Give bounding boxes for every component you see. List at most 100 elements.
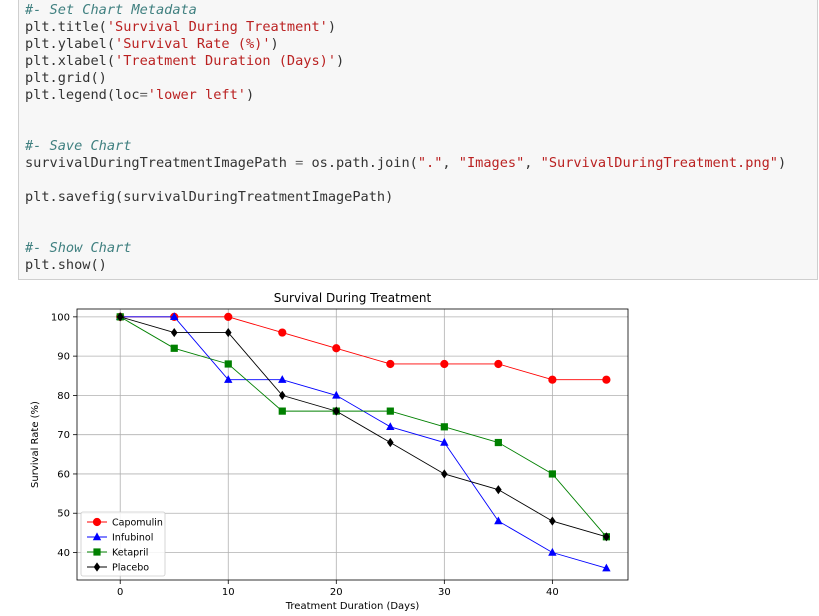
legend-label: Capomulin	[112, 518, 163, 529]
series-line	[120, 316, 607, 538]
data-point	[278, 328, 287, 337]
data-point	[224, 312, 233, 321]
legend-label: Ketapril	[112, 548, 148, 559]
code-line: survivalDuringTreatmentImagePath = os.pa…	[25, 155, 786, 172]
code-token: )	[336, 53, 345, 69]
data-point	[548, 470, 556, 478]
data-point	[440, 359, 449, 369]
code-line: plt.grid()	[25, 70, 786, 87]
code-line: #- Set Chart Metadata	[25, 2, 786, 19]
code-token: survivalDuringTreatmentImagePath	[25, 155, 296, 171]
x-tick-label: 40	[546, 587, 559, 598]
data-point	[440, 423, 448, 431]
code-line	[25, 172, 786, 189]
code-cell[interactable]: #- Set Chart Metadata plt.title('Survival…	[18, 0, 818, 280]
code-token: plt.show()	[25, 257, 107, 273]
data-point	[494, 438, 502, 447]
code-comment: #- Show Chart	[25, 240, 132, 256]
y-tick-label: 40	[57, 548, 70, 559]
code-string: 'Survival During Treatment'	[106, 19, 328, 35]
code-line: plt.ylabel('Survival Rate (%)')	[25, 36, 786, 53]
y-tick-label: 70	[57, 430, 70, 441]
legend-label: Infubinol	[112, 533, 153, 544]
y-tick-label: 80	[57, 391, 70, 402]
data-point	[494, 359, 503, 369]
code-token: os.path.join(	[303, 155, 418, 171]
data-point	[549, 516, 556, 526]
code-line	[25, 104, 786, 121]
data-point	[278, 375, 287, 383]
legend-label: Placebo	[112, 563, 149, 574]
code-string: "SurvivalDuringTreatment.png"	[540, 155, 778, 171]
code-comment: #- Save Chart	[25, 138, 132, 154]
code-token: plt.ylabel(	[25, 36, 116, 52]
y-axis-label: Survival Rate (%)	[30, 401, 41, 488]
data-point	[602, 563, 611, 572]
data-point	[332, 390, 341, 399]
data-point	[603, 532, 610, 542]
data-point	[494, 516, 503, 525]
x-tick-label: 10	[222, 587, 235, 598]
x-tick-label: 30	[438, 587, 451, 598]
data-point	[386, 359, 395, 369]
code-token: plt.savefig(survivalDuringTreatmentImage…	[25, 189, 394, 205]
legend-box	[80, 511, 166, 577]
y-tick-label: 50	[57, 509, 70, 520]
code-line: plt.title('Survival During Treatment')	[25, 19, 786, 36]
plot-frame	[76, 308, 629, 581]
cell-output: 0 10 20 30 40 40 50 60 70 80 90 100 Survival During …	[18, 283, 819, 612]
x-tick-label: 0	[117, 587, 123, 598]
code-token: )	[777, 155, 787, 171]
code-token: plt.grid()	[25, 70, 107, 86]
legend-marker	[93, 562, 101, 572]
y-tick-label: 60	[57, 469, 70, 480]
data-point	[170, 312, 179, 321]
legend-marker	[92, 517, 102, 527]
code-token: =	[295, 155, 304, 171]
y-tick-label: 90	[57, 352, 70, 363]
code-string: 'Treatment Duration (Days)'	[115, 53, 337, 69]
code-token: )	[327, 19, 337, 35]
code-token: ,	[442, 155, 459, 171]
data-point	[548, 547, 557, 556]
data-point	[224, 375, 233, 383]
code-string: "."	[417, 155, 443, 171]
code-line: plt.show()	[25, 257, 786, 274]
code-line	[25, 223, 786, 240]
x-axis-label: Treatment Duration (Days)	[285, 601, 420, 612]
code-token: )	[245, 87, 255, 103]
code-token: plt.legend(loc	[25, 87, 140, 103]
legend-marker	[93, 548, 101, 556]
code-line	[25, 206, 786, 223]
data-point	[224, 360, 232, 368]
data-point	[224, 327, 232, 338]
data-point	[278, 407, 286, 415]
data-point	[332, 344, 341, 353]
code-token: ,	[524, 155, 541, 171]
data-point	[548, 375, 557, 384]
chart: 0 10 20 30 40 40 50 60 70 80 90 100 Survival During …	[30, 291, 629, 612]
code-line: plt.xlabel('Treatment Duration (Days)')	[25, 53, 786, 70]
code-token: plt.title(	[25, 19, 107, 35]
data-point	[440, 437, 449, 446]
code-string: 'Survival Rate (%)'	[115, 36, 271, 52]
code-token: =	[139, 87, 148, 103]
code-string: "Images"	[458, 155, 525, 171]
code-string: 'lower left'	[147, 87, 246, 103]
code-line: plt.savefig(survivalDuringTreatmentImage…	[25, 189, 786, 206]
series-line	[120, 316, 607, 381]
series-line	[119, 316, 607, 538]
data-point	[170, 344, 178, 352]
x-tick-label: 20	[330, 587, 343, 598]
legend: Capomulin Infubinol Ketapril Placebo	[80, 511, 166, 577]
code-token: )	[270, 36, 279, 52]
y-tick-label: 100	[51, 312, 70, 323]
code-line	[25, 121, 786, 138]
code-editor[interactable]: #- Set Chart Metadata plt.title('Survival…	[25, 2, 786, 274]
code-line: #- Save Chart	[25, 138, 786, 155]
data-point	[602, 375, 611, 384]
plot-area	[77, 309, 628, 580]
data-point	[386, 407, 394, 415]
code-comment: #- Set Chart Metadata	[25, 2, 197, 18]
code-line: #- Show Chart	[25, 240, 786, 257]
